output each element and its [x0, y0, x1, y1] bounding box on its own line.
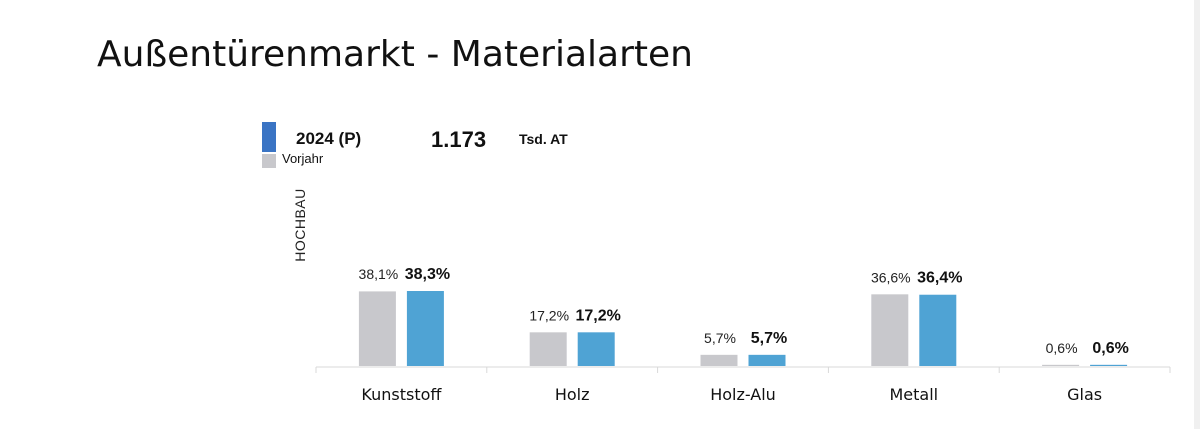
category-label: Holz-Alu: [710, 385, 776, 404]
category-label: Kunststoff: [361, 385, 442, 404]
bar-previous: [1042, 364, 1080, 366]
slide-edge: [1194, 0, 1200, 429]
category-label: Holz: [555, 385, 590, 404]
data-label-previous: 38,1%: [359, 266, 399, 282]
category-label: Glas: [1067, 385, 1102, 404]
data-label-previous: 17,2%: [529, 307, 569, 323]
data-label-current: 0,6%: [1092, 340, 1128, 357]
bar-current: [577, 332, 615, 366]
data-label-current: 36,4%: [917, 269, 962, 286]
bar-current: [406, 291, 444, 366]
legend-swatch-previous: [262, 154, 276, 168]
data-label-previous: 0,6%: [1046, 340, 1078, 356]
legend-label-previous: Vorjahr: [282, 151, 324, 166]
data-label-previous: 36,6%: [871, 269, 911, 285]
bar-previous: [358, 291, 396, 366]
legend-swatch-current: [262, 122, 276, 152]
total-value: 1.173: [431, 127, 487, 152]
data-label-current: 17,2%: [576, 307, 621, 324]
total-unit: Tsd. AT: [519, 131, 568, 147]
bar-previous: [871, 294, 909, 366]
legend-label-current: 2024 (P): [296, 129, 362, 148]
data-label-current: 5,7%: [751, 330, 787, 347]
category-label: Metall: [889, 385, 938, 404]
slide-title: Außentürenmarkt - Materialarten: [97, 34, 693, 75]
bar-current: [1090, 364, 1128, 366]
bar-current: [748, 354, 786, 366]
data-label-previous: 5,7%: [704, 330, 736, 346]
bar-previous: [700, 354, 738, 366]
data-label-current: 38,3%: [405, 266, 450, 283]
bar-current: [919, 294, 957, 366]
bar-previous: [529, 332, 567, 366]
